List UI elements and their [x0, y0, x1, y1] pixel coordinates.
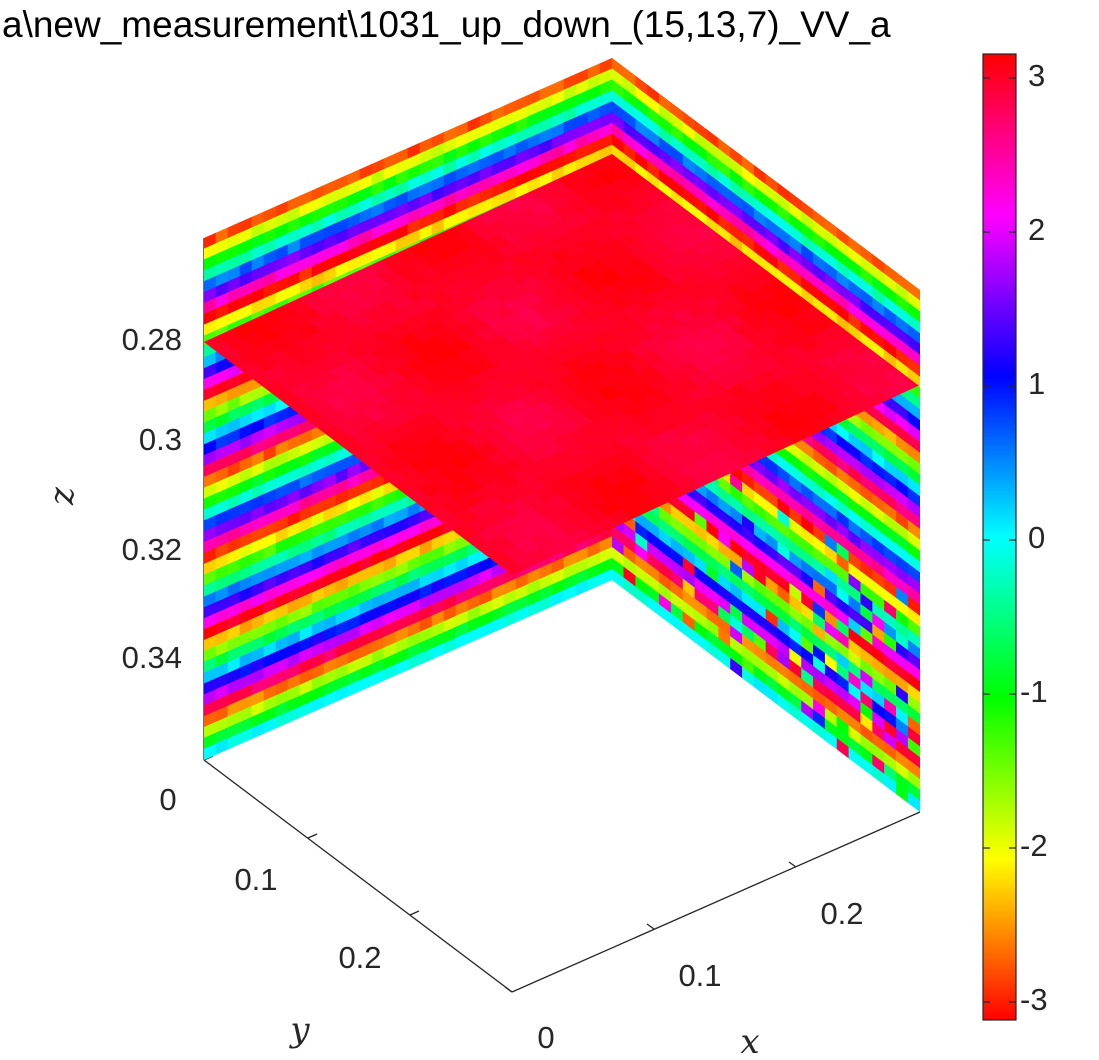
slice-cell [907, 530, 920, 552]
y-tick-label: 0.1 [234, 862, 277, 897]
slice-cell [907, 302, 920, 324]
x-tick-label: 0.1 [678, 958, 721, 993]
z-tick-label: 0.34 [122, 640, 182, 675]
slice-cell [907, 552, 920, 574]
slice-cell [907, 715, 920, 737]
slice-cell [907, 704, 920, 726]
slice-cell [907, 508, 920, 530]
slice-cell [907, 356, 920, 378]
slice-cell [907, 682, 920, 704]
axis-tick-mark [504, 986, 513, 993]
z-axis-label: z [42, 486, 82, 506]
slice-cell [907, 323, 920, 345]
slice-cell [907, 693, 920, 715]
slice-cell [599, 568, 612, 586]
slice-cell [907, 617, 920, 639]
slice-cell [907, 671, 920, 693]
slice-cell [907, 541, 920, 563]
slice-cell [907, 476, 920, 498]
y-tick-labels: 0 0.1 0.2 [159, 782, 381, 975]
x-tick-label: 0 [537, 1020, 554, 1055]
axis-tick-mark [646, 923, 655, 930]
colorbar-tick-label: 2 [1028, 212, 1045, 247]
z-tick-labels: 0.28 0.3 0.32 0.34 [122, 322, 182, 675]
colorbar-tick-label: -1 [1020, 674, 1048, 709]
slice-cell [907, 737, 920, 759]
colorbar-tick-label: -2 [1020, 828, 1048, 863]
slice-cell [907, 280, 920, 302]
slice-cell [907, 639, 920, 661]
slice-cell [907, 291, 920, 313]
chart-title: a\new_measurement\1031_up_down_(15,13,7)… [2, 4, 891, 45]
colorbar-tick-label: 3 [1028, 58, 1045, 93]
slice-cell [907, 400, 920, 422]
slice-cell [907, 410, 920, 432]
slice-cell [907, 595, 920, 617]
z-tick-label: 0.32 [122, 532, 182, 567]
colorbar-tick-label: 1 [1028, 366, 1045, 401]
slice-cell [907, 454, 920, 476]
slice-cell [907, 487, 920, 509]
slice-cell [907, 432, 920, 454]
slice-cell [907, 345, 920, 367]
colorbar-tick-label: 0 [1028, 520, 1045, 555]
slice-cell [907, 758, 920, 780]
slice-cell [907, 367, 920, 389]
y-axis-line [203, 759, 513, 993]
colorbar-gradient [982, 53, 1017, 1021]
slice-cell [907, 584, 920, 606]
colorbar-tick-label: -3 [1020, 982, 1048, 1017]
slice-cell [907, 628, 920, 650]
slice-cell [907, 465, 920, 487]
slice-cell [907, 421, 920, 443]
slice-cell [907, 519, 920, 541]
slice-cell [907, 780, 920, 802]
slice-z-plane [204, 154, 920, 575]
z-tick-label: 0.3 [139, 422, 182, 457]
slice-cell [907, 650, 920, 672]
axis-tick-mark [788, 861, 797, 868]
slice-cell [907, 313, 920, 335]
slice-cell [907, 726, 920, 748]
slice-cell [907, 661, 920, 683]
slice-cell [907, 791, 920, 812]
axis-tick-mark [409, 910, 420, 916]
y-tick-label: 0 [159, 782, 176, 817]
slice-cell [907, 748, 920, 770]
z-tick-label: 0.28 [122, 322, 182, 357]
x-tick-label: 0.2 [820, 896, 863, 931]
x-axis-label: x [740, 1022, 759, 1060]
slice-cell [907, 497, 920, 519]
slice-cell [907, 606, 920, 628]
slice-cell [907, 334, 920, 356]
x-tick-labels: 0 0.1 0.2 [537, 896, 863, 1055]
colorbar: 3 2 1 0 -1 -2 -3 [982, 53, 1048, 1021]
slice-cell [907, 389, 920, 411]
slice-cell [907, 574, 920, 596]
x-axis-line [511, 811, 921, 993]
y-tick-label: 0.2 [338, 940, 381, 975]
slice-cell [907, 769, 920, 791]
y-axis-label: y [288, 1010, 310, 1050]
slice-cell [907, 563, 920, 585]
slice-cell [907, 443, 920, 465]
axis-tick-mark [307, 833, 318, 839]
